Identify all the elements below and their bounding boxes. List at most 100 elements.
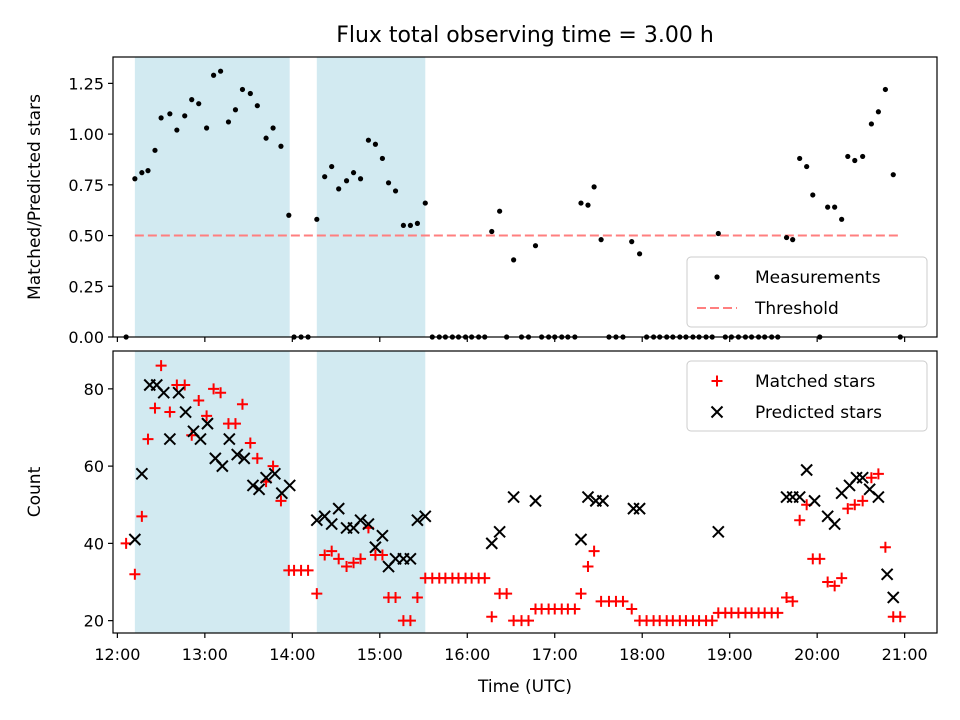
data-point (246, 479, 260, 492)
data-point (311, 588, 323, 600)
shaded-span (134, 351, 290, 633)
axes-frame (112, 350, 938, 634)
data-point (422, 200, 428, 206)
data-point (868, 121, 874, 127)
data-point (485, 537, 498, 550)
x-tick-label: 16:00 (444, 645, 490, 664)
data-point (845, 153, 851, 160)
data-point (142, 433, 154, 445)
data-point (267, 460, 279, 472)
data-point (839, 216, 845, 222)
data-point (157, 386, 170, 399)
data-point (636, 251, 643, 257)
data-point (215, 387, 227, 399)
data-point (385, 180, 392, 186)
data-point (152, 147, 158, 153)
data-point (390, 591, 402, 603)
data-point (355, 553, 367, 565)
data-point (849, 499, 861, 511)
x-tick-label: 15:00 (357, 645, 403, 664)
y-tick-label: 20 (84, 612, 104, 631)
data-point (231, 448, 244, 461)
data-point (411, 513, 424, 527)
data-point (208, 383, 220, 395)
data-point (357, 176, 364, 182)
x-axis-label: Time (UTC) (477, 677, 572, 697)
data-point (275, 495, 287, 507)
data-point (172, 386, 185, 399)
data-point (633, 502, 646, 515)
data-point (278, 143, 284, 149)
data-point (365, 137, 372, 143)
y-tick-label: 60 (84, 457, 104, 476)
data-point (578, 200, 584, 206)
data-point (283, 479, 296, 492)
data-point (715, 230, 721, 237)
x-tick-label: 12:00 (94, 645, 140, 664)
data-point (780, 490, 793, 504)
legend-label: Threshold (754, 299, 839, 319)
x-tick-label: 20:00 (794, 645, 840, 664)
data-point (626, 603, 638, 615)
data-point (326, 545, 338, 557)
data-point (591, 184, 597, 190)
data-point (225, 119, 232, 125)
data-point (149, 402, 161, 414)
x-tick-label: 21:00 (882, 645, 928, 664)
data-point (350, 170, 357, 176)
data-point (229, 418, 241, 430)
data-point (343, 178, 350, 184)
data-point (236, 398, 248, 410)
shaded-span (134, 57, 290, 337)
y-tick-label: 0.25 (68, 277, 104, 296)
data-point (244, 437, 256, 449)
count-panel: 20 40 60 80 12:00 13:00 14:00 15:00 16:00 17:00 18… (25, 350, 938, 664)
data-point (836, 572, 848, 584)
data-point (314, 216, 320, 222)
data-point (875, 109, 881, 115)
data-point (362, 517, 375, 531)
data-point (132, 176, 138, 182)
data-point (880, 568, 894, 581)
data-point (825, 204, 831, 210)
data-point (263, 135, 269, 141)
data-point (783, 234, 790, 241)
data-point (810, 192, 816, 198)
data-point (404, 615, 416, 627)
data-point (532, 243, 539, 249)
data-point (479, 572, 491, 584)
y-tick-label: 1.25 (68, 74, 104, 93)
data-point (193, 394, 205, 406)
y-axis-label: Matched/Predicted stars (25, 94, 45, 300)
data-point (216, 459, 229, 473)
shaded-span (316, 351, 426, 633)
data-point (832, 204, 838, 210)
legend-marker (710, 405, 724, 419)
data-point (319, 549, 331, 561)
data-point (210, 72, 217, 78)
data-point (860, 153, 866, 160)
data-point (310, 513, 324, 527)
data-point (201, 410, 213, 422)
data-point (582, 561, 594, 573)
data-point (201, 417, 214, 430)
data-point (322, 174, 328, 180)
data-point (217, 68, 224, 74)
x-tick-label: 17:00 (532, 645, 578, 664)
data-point (400, 222, 407, 229)
data-point (341, 561, 353, 573)
legend-marker (711, 375, 723, 387)
data-point (182, 113, 188, 119)
data-point (575, 588, 587, 600)
data-point (139, 170, 145, 176)
y-axis-label: Count (25, 466, 45, 517)
legend-label: Predicted stars (755, 403, 882, 423)
data-point (857, 495, 869, 507)
data-point (179, 405, 192, 419)
legend: Measurements Threshold (686, 256, 928, 328)
axes-frame (112, 56, 938, 338)
data-point (372, 141, 379, 147)
data-point (404, 552, 417, 566)
data-point (529, 494, 542, 508)
chart-title: Flux total observing time = 3.00 h (336, 23, 714, 48)
